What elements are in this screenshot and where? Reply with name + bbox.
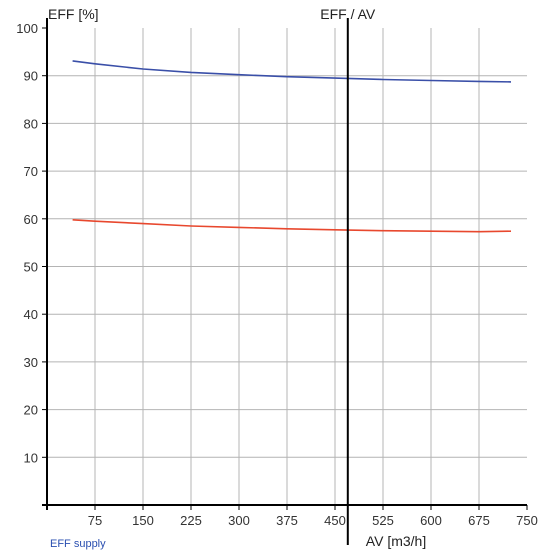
legend-entry: EFF supply	[50, 538, 106, 550]
y-tick-label: 80	[24, 116, 38, 131]
x-tick-label: 150	[132, 513, 154, 528]
series-line	[72, 219, 512, 233]
x-tick-label: 600	[420, 513, 442, 528]
y-tick-label: 60	[24, 212, 38, 227]
x-tick-label: 300	[228, 513, 250, 528]
marker-title: EFF / AV	[320, 6, 376, 22]
x-tick-label: 750	[516, 513, 538, 528]
grid	[42, 27, 528, 510]
y-tick-label: 100	[16, 21, 38, 36]
y-tick-label: 70	[24, 164, 38, 179]
x-tick-label: 375	[276, 513, 298, 528]
x-tick-label: 75	[88, 513, 102, 528]
x-tick-label: 675	[468, 513, 490, 528]
x-tick-label: 525	[372, 513, 394, 528]
y-tick-label: 30	[24, 355, 38, 370]
series-line	[72, 60, 512, 83]
x-axis-title: AV [m3/h]	[366, 533, 426, 549]
y-tick-label: 10	[24, 450, 38, 465]
tick-labels: 75 150 225 300 375 450 525 600 675 750 10 20 30 40 50 6…	[16, 21, 538, 528]
axes	[42, 18, 527, 545]
x-tick-label: 225	[180, 513, 202, 528]
y-tick-label: 20	[24, 403, 38, 418]
y-tick-label: 50	[24, 260, 38, 275]
y-tick-label: 90	[24, 69, 38, 84]
x-tick-label: 450	[324, 513, 346, 528]
y-tick-label: 40	[24, 307, 38, 322]
y-axis-title: EFF [%]	[48, 6, 99, 22]
series-lines	[72, 60, 512, 233]
